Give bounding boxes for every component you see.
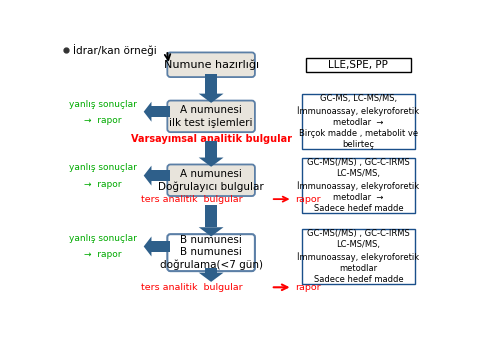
Text: yanlış sonuçlar: yanlış sonuçlar [69,163,137,172]
FancyBboxPatch shape [168,234,255,271]
Bar [302,229,415,284]
Text: LLE,SPE, PP: LLE,SPE, PP [328,60,388,70]
Text: →  rapor: → rapor [84,116,121,125]
Bar [302,158,415,213]
Bar [152,106,170,117]
Text: Varsayımsal analitik bulgular: Varsayımsal analitik bulgular [131,134,292,144]
Text: GC-MS(/MS) , GC-C-IRMS
LC-MS/MS,
İmmunoassay, elekyroforetik
metodlar  →
Sadece : GC-MS(/MS) , GC-C-IRMS LC-MS/MS, İmmunoa… [297,158,420,213]
Text: GC-MS, LC-MS/MS,
İmmunoassay, elekyroforetik
metodlar  →
Birçok madde , metaboli: GC-MS, LC-MS/MS, İmmunoassay, elekyrofor… [297,94,420,149]
Text: İdrar/kan örneği: İdrar/kan örneği [73,44,157,56]
Polygon shape [144,102,152,122]
Bar [205,268,217,273]
Text: ters analitik  bulgular: ters analitik bulgular [141,195,242,204]
Bar [152,241,170,252]
Bar [152,170,170,181]
Text: yanlış sonuçlar: yanlış sonuçlar [69,234,137,243]
Bar [302,94,415,149]
Polygon shape [199,158,224,167]
FancyBboxPatch shape [168,165,255,196]
Text: yanlış sonuçlar: yanlış sonuçlar [69,99,137,108]
Bar [205,205,217,227]
Text: rapor: rapor [295,283,321,292]
Polygon shape [199,94,224,103]
Text: A numunesi
ilk test işlemleri: A numunesi ilk test işlemleri [169,105,253,127]
Text: B numunesi
B numunesi
doğrulama(<7 gün): B numunesi B numunesi doğrulama(<7 gün) [160,235,263,270]
Bar [306,58,411,72]
Text: GC-MS(/MS) , GC-C-IRMS
LC-MS/MS,
İmmunoassay, elekyroforetik
metodlar
Sadece hed: GC-MS(/MS) , GC-C-IRMS LC-MS/MS, İmmunoa… [297,229,420,284]
FancyBboxPatch shape [168,53,255,77]
Polygon shape [199,227,224,237]
Text: Numune hazırlığı: Numune hazırlığı [164,59,259,70]
Text: →  rapor: → rapor [84,251,121,260]
Text: rapor: rapor [295,195,321,204]
Bar [205,141,217,158]
Text: →  rapor: → rapor [84,180,121,189]
FancyBboxPatch shape [168,100,255,132]
Polygon shape [144,237,152,256]
Polygon shape [144,166,152,186]
Text: A numunesi
Doğrulayıcı bulgular: A numunesi Doğrulayıcı bulgular [158,169,264,192]
Bar [205,74,217,94]
Polygon shape [199,273,224,282]
Text: ters analitik  bulgular: ters analitik bulgular [141,283,242,292]
